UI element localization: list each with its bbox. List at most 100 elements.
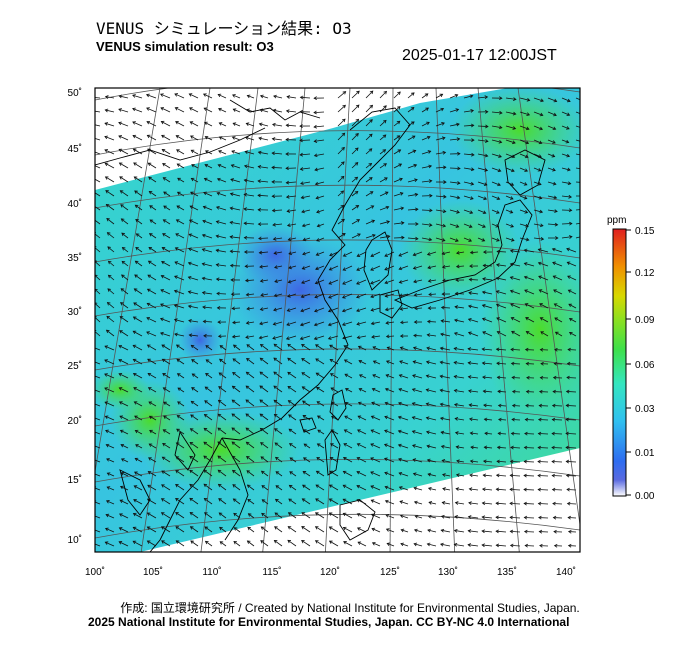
wind-arrow: [160, 526, 171, 533]
wind-arrow: [162, 163, 171, 169]
wind-arrow: [120, 443, 129, 449]
wind-arrow: [285, 152, 297, 156]
wind-arrow: [301, 265, 311, 270]
wind-arrow: [566, 361, 577, 366]
wind-arrow: [453, 528, 465, 533]
wind-arrow: [259, 264, 269, 269]
wind-arrow: [523, 445, 535, 450]
wind-arrow: [428, 292, 437, 297]
wind-arrow: [342, 512, 353, 519]
wind-arrow: [133, 176, 143, 183]
wind-arrow: [231, 334, 241, 339]
wind-arrow: [477, 124, 489, 129]
wind-arrow: [509, 543, 521, 548]
wind-arrow: [469, 473, 479, 478]
wind-arrow: [300, 307, 311, 313]
wind-arrow: [95, 458, 101, 463]
wind-arrow: [189, 107, 199, 113]
wind-arrow: [259, 321, 269, 326]
wind-arrow: [243, 221, 255, 226]
wind-arrow: [565, 445, 577, 450]
wind-arrow: [173, 289, 185, 295]
wind-arrow: [176, 428, 185, 435]
wind-arrow: [384, 279, 395, 285]
wind-arrow: [120, 458, 129, 463]
wind-arrow: [567, 543, 577, 548]
wind-arrow: [273, 343, 283, 351]
wind-arrow: [133, 162, 143, 169]
wind-arrow: [146, 302, 157, 309]
wind-arrow: [365, 233, 376, 239]
wind-arrow: [134, 471, 143, 477]
wind-arrow: [568, 331, 577, 337]
wind-arrow: [273, 357, 283, 365]
wind-arrow: [287, 279, 297, 284]
wind-arrow: [313, 110, 325, 115]
wind-arrow: [229, 192, 241, 197]
wind-arrow: [217, 399, 227, 407]
wind-arrow: [379, 205, 390, 211]
wind-arrow: [481, 304, 493, 309]
wind-arrow: [204, 163, 213, 169]
wind-arrow: [104, 95, 115, 99]
wind-arrow: [505, 167, 515, 173]
wind-arrow: [385, 514, 395, 519]
wind-arrow: [231, 150, 241, 155]
wind-arrow: [106, 302, 115, 309]
wind-arrow: [289, 443, 297, 449]
wind-arrow: [176, 373, 185, 379]
wind-arrow: [229, 263, 241, 268]
wind-arrow: [261, 512, 269, 519]
wind-arrow: [259, 278, 269, 283]
wind-arrow: [539, 317, 549, 323]
wind-arrow: [107, 274, 115, 281]
wind-arrow: [442, 487, 451, 491]
wind-arrow: [313, 96, 325, 101]
wind-arrow: [468, 487, 479, 492]
lon-label: 105˚: [143, 566, 163, 578]
wind-arrow: [215, 277, 227, 282]
wind-arrow: [145, 93, 157, 99]
wind-arrow: [313, 321, 325, 327]
wind-arrow: [174, 275, 185, 281]
wind-arrow: [491, 195, 501, 201]
wind-arrow: [551, 459, 563, 464]
wind-arrow: [95, 260, 101, 267]
wind-arrow: [104, 401, 115, 407]
wind-arrow: [217, 427, 227, 435]
wind-arrow: [442, 278, 451, 283]
wind-arrow: [469, 264, 479, 268]
wind-arrow: [467, 375, 479, 379]
wind-arrow: [104, 122, 115, 127]
wind-arrow: [259, 343, 269, 351]
wind-arrow: [314, 540, 325, 547]
wind-arrow: [371, 401, 381, 407]
wind-arrow: [565, 403, 577, 408]
wind-arrow: [440, 444, 451, 449]
wind-arrow: [537, 431, 549, 436]
wind-arrow: [313, 153, 325, 158]
wind-arrow: [454, 515, 465, 519]
wind-arrow: [439, 416, 451, 421]
wind-arrow: [483, 445, 493, 450]
wind-arrow: [421, 93, 429, 99]
wind-arrow: [314, 279, 325, 285]
wind-arrow: [217, 413, 227, 421]
wind-arrow: [204, 526, 213, 533]
wind-arrow: [337, 161, 345, 169]
wind-arrow: [566, 501, 577, 506]
wind-arrow: [509, 501, 521, 506]
wind-arrow: [272, 122, 283, 127]
wind-arrow: [259, 413, 269, 421]
wind-arrow: [482, 263, 493, 268]
wind-arrow: [456, 250, 465, 255]
wind-arrow: [477, 237, 486, 242]
wind-arrow: [132, 316, 143, 323]
wind-arrow: [341, 293, 353, 299]
wind-arrow: [407, 107, 415, 113]
wind-arrow: [201, 248, 213, 253]
wind-arrow: [95, 96, 101, 99]
wind-arrow: [313, 124, 325, 129]
wind-arrow: [477, 167, 489, 172]
wind-arrow: [435, 107, 445, 113]
